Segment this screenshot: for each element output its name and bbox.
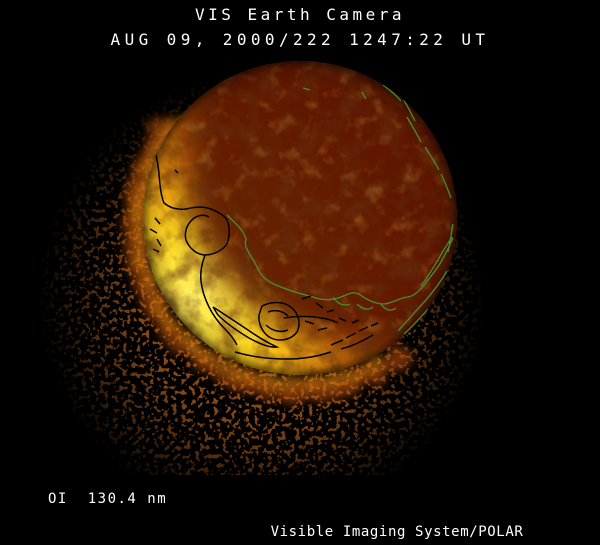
credit-line-instrument: Visible Imaging System/POLAR — [270, 524, 524, 540]
limb-vignette — [143, 61, 457, 375]
coastline-overlay-black — [149, 137, 379, 360]
credit-block: Visible Imaging System/POLAR The Univers… — [253, 490, 542, 545]
observation-timestamp: AUG 09, 2000/222 1247:22 UT — [110, 30, 490, 49]
wavelength-label: OI 130.4 nm — [48, 491, 168, 507]
earth-disk — [143, 61, 457, 375]
limb-glow-fringe — [124, 42, 476, 394]
page-title: VIS Earth Camera — [194, 5, 406, 24]
